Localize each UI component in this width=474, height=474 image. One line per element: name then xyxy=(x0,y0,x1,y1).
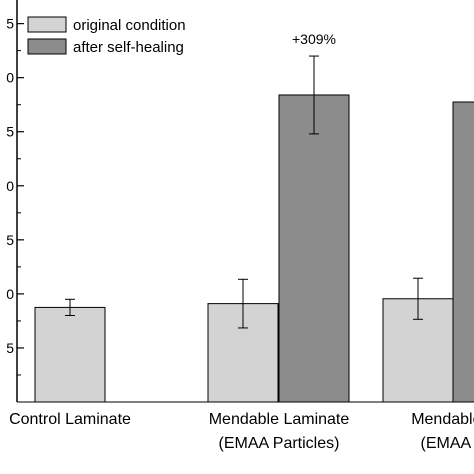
bar-original-0 xyxy=(34,306,106,403)
legend-label-0: original condition xyxy=(73,17,186,34)
annotation-percent: +309% xyxy=(292,31,336,47)
x-category-label: Mendable Laminate xyxy=(209,411,350,428)
bar-healed-1 xyxy=(278,94,350,403)
x-category-label-line2: (EMAA P xyxy=(421,435,474,452)
x-axis-labels: Control Laminate Mendable Laminate (EMAA P… xyxy=(9,411,474,452)
y-tick-label: 5 xyxy=(6,16,14,32)
error-bars-layer xyxy=(65,55,423,329)
x-category-label: Control Laminate xyxy=(9,411,131,428)
legend-label-1: after self-healing xyxy=(73,39,184,56)
y-tick-label: 0 xyxy=(6,286,14,302)
plot-area: +309%+ 5 0 5 0 5 0 5 Control Laminate Mendable … xyxy=(6,0,474,452)
y-tick-label: 5 xyxy=(6,232,14,248)
y-axis: 5 0 5 0 5 0 5 xyxy=(6,0,474,403)
legend: original condition after self-healing xyxy=(27,16,186,56)
y-tick-label: 5 xyxy=(6,124,14,140)
bar-healed-2 xyxy=(452,101,474,403)
y-tick-label: 5 xyxy=(6,340,14,356)
x-category-label: Mendable L xyxy=(411,411,474,428)
legend-swatch-1 xyxy=(27,38,67,55)
x-category-label-line2: (EMAA Particles) xyxy=(219,435,340,452)
legend-swatch-0 xyxy=(27,16,67,33)
bars-layer xyxy=(34,94,474,403)
y-tick-label: 0 xyxy=(6,70,14,86)
y-tick-label: 0 xyxy=(6,178,14,194)
annotations-layer: +309%+ xyxy=(292,31,336,47)
